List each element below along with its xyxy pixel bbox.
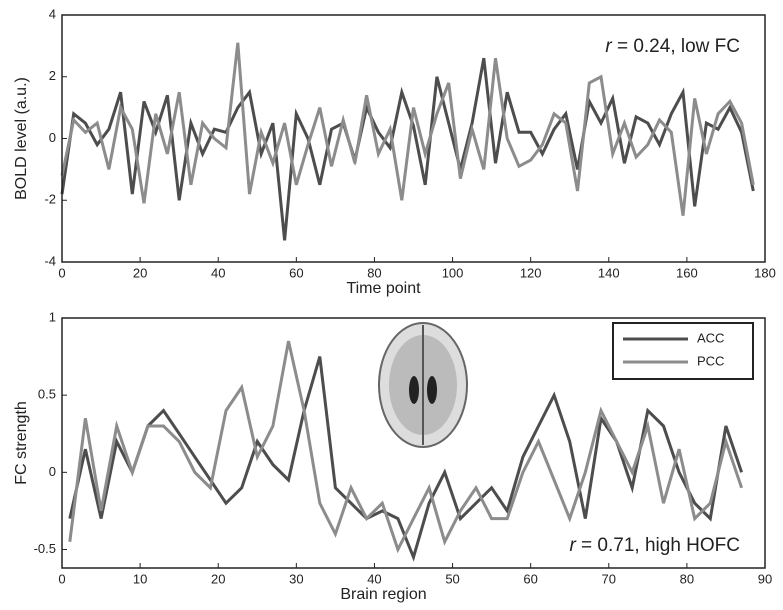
y-tick-label: 4 bbox=[49, 6, 56, 21]
annotation: r = 0.71, high HOFC bbox=[569, 535, 740, 556]
series-line bbox=[68, 356, 744, 562]
legend-label: PCC bbox=[697, 353, 724, 368]
x-tick-label: 60 bbox=[523, 571, 537, 586]
x-tick-label: 70 bbox=[602, 571, 616, 586]
x-tick-label: 10 bbox=[133, 571, 147, 586]
y-tick-label: 0 bbox=[49, 130, 56, 145]
y-tick-label: 1 bbox=[49, 309, 56, 324]
x-tick-label: 80 bbox=[680, 571, 694, 586]
y-tick-label: 0.5 bbox=[38, 387, 56, 402]
y-tick-label: 2 bbox=[49, 68, 56, 83]
x-tick-label: 160 bbox=[676, 265, 698, 280]
x-tick-label: 80 bbox=[367, 265, 381, 280]
plot-frame bbox=[61, 14, 766, 263]
x-tick-label: 0 bbox=[58, 571, 65, 586]
annotation: r = 0.24, low FC bbox=[605, 36, 740, 57]
x-tick-label: 40 bbox=[367, 571, 381, 586]
legend-label: ACC bbox=[697, 330, 724, 345]
x-tick-label: 30 bbox=[289, 571, 303, 586]
annotation-symbol: r bbox=[569, 535, 576, 556]
y-tick-label: -0.5 bbox=[34, 541, 56, 556]
x-tick-label: 60 bbox=[289, 265, 303, 280]
x-tick-label: 40 bbox=[211, 265, 225, 280]
series-line bbox=[68, 340, 744, 554]
series-line bbox=[60, 57, 755, 241]
x-tick-label: 140 bbox=[598, 265, 620, 280]
series-line bbox=[60, 42, 755, 216]
x-tick-label: 50 bbox=[445, 571, 459, 586]
brain-icon bbox=[378, 322, 468, 448]
annotation-text: = 0.24, low FC bbox=[612, 36, 740, 57]
legend-box bbox=[612, 322, 754, 380]
x-tick-label: 180 bbox=[754, 265, 776, 280]
x-axis-label: Time point bbox=[346, 280, 421, 297]
y-axis-label: FC strength bbox=[13, 401, 30, 485]
y-tick-label: -2 bbox=[44, 192, 56, 207]
x-tick-label: 100 bbox=[442, 265, 464, 280]
x-tick-label: 120 bbox=[520, 265, 542, 280]
y-tick-label: -4 bbox=[44, 253, 56, 268]
x-tick-label: 90 bbox=[758, 571, 772, 586]
annotation-text: = 0.71, high HOFC bbox=[576, 535, 740, 556]
x-tick-label: 0 bbox=[58, 265, 65, 280]
x-axis-label: Brain region bbox=[340, 586, 426, 603]
y-tick-label: 0 bbox=[49, 464, 56, 479]
annotation-symbol: r bbox=[605, 36, 612, 57]
y-axis-label: BOLD level (a.u.) bbox=[13, 77, 30, 200]
plot-frame bbox=[61, 317, 766, 569]
x-tick-label: 20 bbox=[133, 265, 147, 280]
x-tick-label: 20 bbox=[211, 571, 225, 586]
